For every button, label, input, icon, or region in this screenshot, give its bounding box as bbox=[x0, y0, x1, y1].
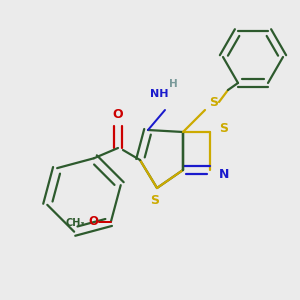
Text: NH: NH bbox=[150, 89, 168, 99]
Text: H: H bbox=[169, 79, 177, 89]
Text: O: O bbox=[89, 215, 99, 228]
Text: N: N bbox=[219, 167, 229, 181]
Text: S: S bbox=[151, 194, 160, 206]
Text: S: S bbox=[209, 97, 218, 110]
Text: S: S bbox=[220, 122, 229, 134]
Text: O: O bbox=[113, 107, 123, 121]
Text: CH₃: CH₃ bbox=[65, 218, 85, 228]
